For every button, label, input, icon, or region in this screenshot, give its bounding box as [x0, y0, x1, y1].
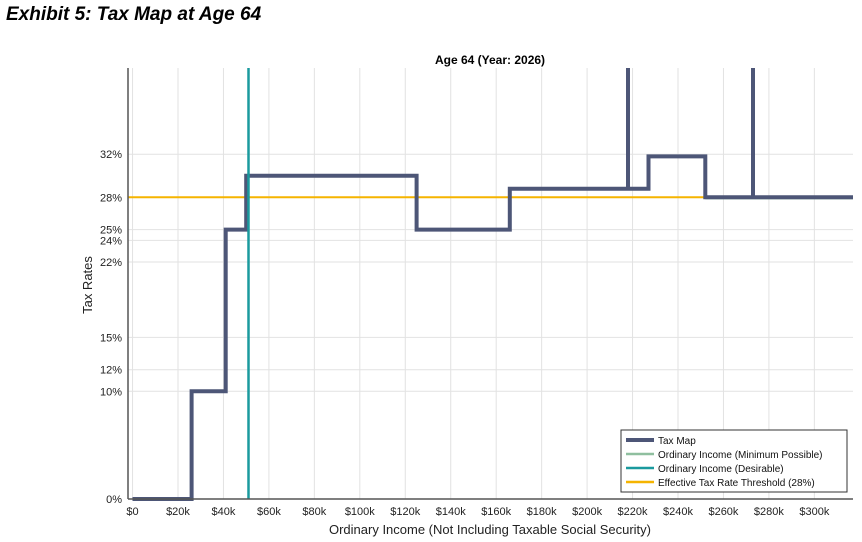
y-tick-label: 22%: [100, 257, 122, 269]
series-line-0: [132, 68, 853, 501]
y-tick-label: 10%: [100, 386, 122, 398]
x-tick-label: $80k: [302, 506, 326, 518]
x-tick-label: $140k: [436, 506, 466, 518]
legend-label: Effective Tax Rate Threshold (28%): [658, 478, 815, 489]
series-layer: [128, 68, 853, 501]
y-tick-label: 12%: [100, 365, 122, 377]
x-tick-label: $120k: [390, 506, 420, 518]
x-axis-title: Ordinary Income (Not Including Taxable S…: [329, 522, 651, 537]
x-tick-label: $240k: [663, 506, 693, 518]
x-tick-label: $0: [126, 506, 138, 518]
y-tick-label: 0%: [106, 494, 122, 506]
x-tick-label: $220k: [618, 506, 648, 518]
x-tick-label: $160k: [481, 506, 511, 518]
x-tick-label: $260k: [708, 506, 738, 518]
x-tick-label: $60k: [257, 506, 281, 518]
exhibit-title: Exhibit 5: Tax Map at Age 64: [6, 4, 262, 25]
legend-label: Ordinary Income (Minimum Possible): [658, 450, 823, 461]
x-tick-label: $40k: [212, 506, 236, 518]
x-tick-label: $300k: [799, 506, 829, 518]
chart-title: Age 64 (Year: 2026): [435, 53, 545, 67]
x-tick-label: $200k: [572, 506, 602, 518]
y-tick-label: 32%: [100, 149, 122, 161]
legend-label: Ordinary Income (Desirable): [658, 464, 784, 475]
legend: Tax Map Ordinary Income (Minimum Possible…: [620, 429, 848, 493]
y-tick-label: 25%: [100, 225, 122, 237]
x-tick-label: $100k: [345, 506, 375, 518]
y-tick-label: 28%: [100, 192, 122, 204]
x-tick-label: $180k: [527, 506, 557, 518]
axis-layer: $0 $20k $40k $60k $80k $100k $120k $140k $160k $1…: [100, 68, 853, 518]
y-axis-title: Tax Rates: [80, 256, 95, 314]
x-tick-label: $280k: [754, 506, 784, 518]
legend-box: [620, 429, 848, 493]
y-tick-label: 24%: [100, 235, 122, 247]
y-tick-label: 15%: [100, 332, 122, 344]
legend-label: Tax Map: [658, 436, 696, 447]
x-tick-label: $20k: [166, 506, 190, 518]
